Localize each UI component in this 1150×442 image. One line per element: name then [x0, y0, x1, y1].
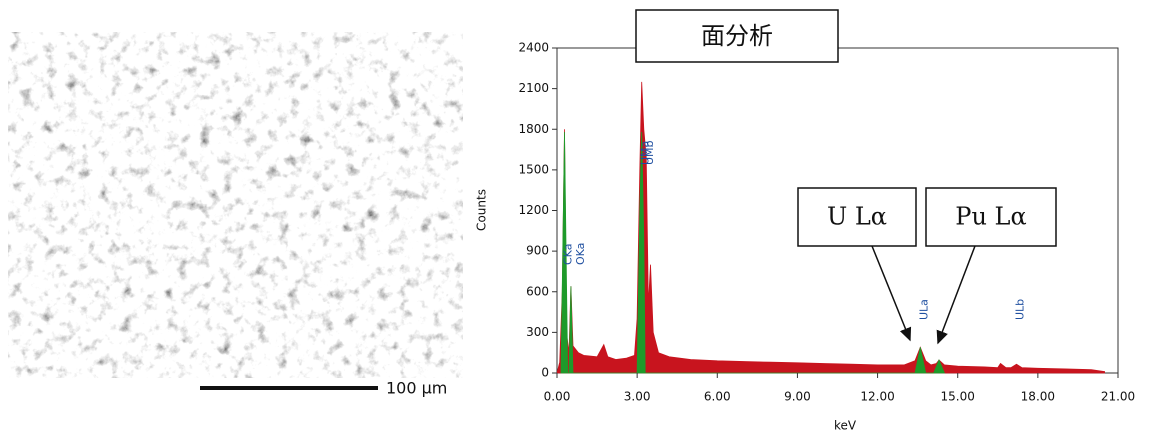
spectrum-area [560, 131, 946, 374]
peak-label: UMa [639, 141, 652, 165]
spectrum-area [556, 81, 1105, 374]
arrow [936, 245, 976, 345]
annotation: U Lα [827, 203, 887, 231]
title-box [635, 9, 839, 63]
spectrum-chart: 0 300 600 900 1200 1500 1800 2100 2400 0.00 3.00 6.… [518, 41, 1135, 404]
x-tick-label: 0.00 [544, 390, 571, 404]
y-axis-label: Counts [475, 189, 489, 231]
y-tick-label: 300 [526, 325, 549, 339]
scale-bar-label: 100 µm [386, 379, 447, 398]
chart-title: 面分析 [701, 22, 773, 50]
y-tick-label: 1500 [518, 162, 549, 176]
peak-label: ULb [1014, 299, 1027, 320]
annotation-box [797, 187, 917, 247]
y-tick-label: 0 [541, 366, 549, 380]
peak-label: CKa [562, 244, 575, 265]
peak-label: OKa [574, 243, 587, 265]
x-tick-label: 15.00 [941, 390, 975, 404]
x-tick-label: 3.00 [624, 390, 651, 404]
y-tick-label: 1200 [518, 203, 549, 217]
y-tick-label: 600 [526, 284, 549, 298]
arrow [871, 245, 912, 342]
annotation: Pu Lα [955, 203, 1026, 231]
y-tick-label: 2100 [518, 81, 549, 95]
y-tick-label: 1800 [518, 122, 549, 136]
x-tick-label: 21.00 [1101, 390, 1135, 404]
y-tick-label: 2400 [518, 41, 549, 55]
x-tick-label: 18.00 [1021, 390, 1055, 404]
peak-label: ULa [917, 299, 930, 320]
y-tick-label: 900 [526, 244, 549, 258]
x-tick-label: 9.00 [784, 390, 811, 404]
x-axis-label: keV [834, 419, 857, 433]
sem-micrograph [8, 32, 463, 378]
x-tick-label: 6.00 [704, 390, 731, 404]
annotation-box [925, 187, 1057, 247]
peak-label: UMb [643, 140, 656, 165]
x-tick-label: 12.00 [860, 390, 894, 404]
